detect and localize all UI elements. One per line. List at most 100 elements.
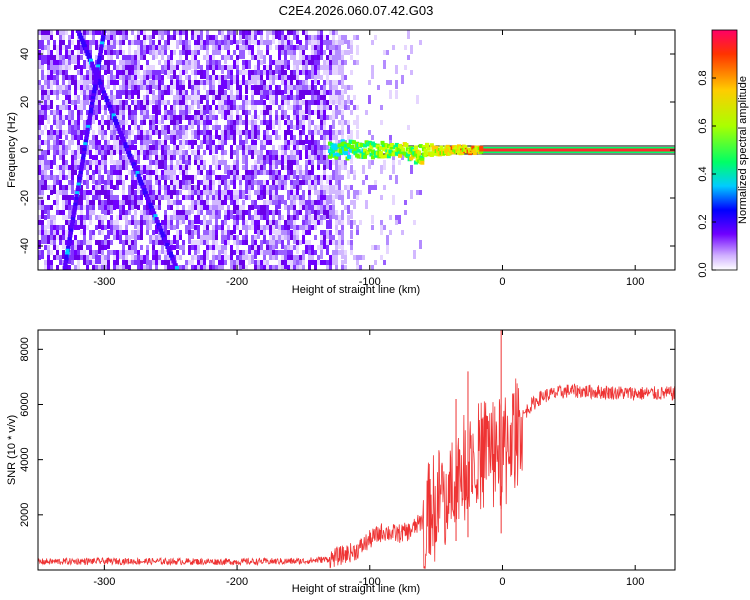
heatmap-cell [71,115,74,124]
heatmap-cell [365,200,368,209]
heatmap-cell [47,210,50,219]
heatmap-cell [179,245,182,250]
heatmap-cell [74,265,77,270]
heatmap-cell [194,120,197,125]
carrier-cell [471,145,476,150]
heatmap-cell [188,190,191,199]
heatmap-cell [272,165,275,174]
heatmap-cell [116,265,119,270]
heatmap-cell [320,65,323,70]
heatmap-cell [173,120,176,129]
heatmap-cell [116,160,119,165]
heatmap-cell [179,95,182,100]
heatmap-cell [44,235,47,244]
heatmap-cell [200,195,203,200]
heatmap-cell [176,240,179,249]
heatmap-cell [290,245,293,250]
heatmap-cell [134,115,137,120]
heatmap-cell [344,120,347,125]
heatmap-cell [50,145,53,150]
heatmap-cell [350,240,353,249]
heatmap-cell [146,140,149,145]
heatmap-cell [314,180,317,189]
heatmap-cell [68,55,71,64]
heatmap-cell [320,120,323,125]
heatmap-cell [257,130,260,135]
heatmap-cell [299,110,302,115]
heatmap-cell [233,150,236,155]
heatmap-cell [245,110,248,119]
heatmap-cell [92,265,95,270]
heatmap-cell [158,110,161,115]
heatmap-cell [212,155,215,160]
heatmap-cell [98,255,101,264]
heatmap-cell [287,155,290,164]
heatmap-cell [137,40,140,45]
heatmap-cell [89,45,92,50]
heatmap-cell [197,45,200,50]
heatmap-cell [176,85,179,90]
heatmap-cell [251,55,254,60]
heatmap-cell [251,205,254,210]
heatmap-cell [311,130,314,135]
heatmap-cell [251,70,254,79]
heatmap-cell [65,85,68,90]
heatmap-cell [218,255,221,260]
heatmap-cell [308,265,311,270]
heatmap-cell [188,220,191,225]
heatmap-cell [320,55,323,60]
heatmap-cell [317,145,320,150]
heatmap-cell [56,120,59,129]
heatmap-cell [338,215,341,220]
heatmap-cell [56,205,59,214]
heatmap-cell [83,195,86,200]
heatmap-cell [155,175,158,184]
heatmap-cell [107,120,110,129]
heatmap-cell [266,105,269,110]
heatmap-cell [299,150,302,155]
heatmap-cell [308,135,311,140]
heatmap-cell [245,40,248,45]
heatmap-cell [71,120,74,125]
heatmap-cell [146,70,149,75]
heatmap-cell [236,110,239,119]
heatmap-cell [398,160,401,165]
heatmap-cell [71,110,74,119]
heatmap-cell [257,215,260,224]
carrier-cell [429,152,434,157]
spectrogram-ytick-label: 0 [19,147,31,153]
heatmap-cell [131,205,134,210]
heatmap-cell [38,130,41,135]
heatmap-cell [53,115,56,120]
heatmap-cell [257,265,260,270]
heatmap-cell [269,40,272,45]
heatmap-cell [98,150,101,155]
heatmap-cell [158,200,161,205]
heatmap-cell [56,95,59,100]
heatmap-cell [296,140,299,145]
heatmap-cell [158,45,161,50]
heatmap-cell [257,85,260,90]
heatmap-cell [254,55,257,60]
heatmap-cell [311,165,314,174]
heatmap-cell [59,145,62,154]
heatmap-cell [338,80,341,85]
heatmap-cell [287,195,290,200]
heatmap-cell [290,45,293,50]
heatmap-cell [182,65,185,70]
heatmap-cell [131,170,134,179]
heatmap-cell [200,130,203,135]
heatmap-cell [293,150,296,155]
heatmap-cell [131,145,134,150]
heatmap-cell [296,255,299,260]
heatmap-cell [143,205,146,210]
heatmap-cell [356,190,359,195]
heatmap-cell [293,110,296,119]
carrier-cell [369,144,374,149]
heatmap-cell [92,260,95,265]
heatmap-cell [62,215,65,220]
heatmap-cell [299,200,302,205]
heatmap-cell [236,165,239,170]
heatmap-cell [263,65,266,70]
